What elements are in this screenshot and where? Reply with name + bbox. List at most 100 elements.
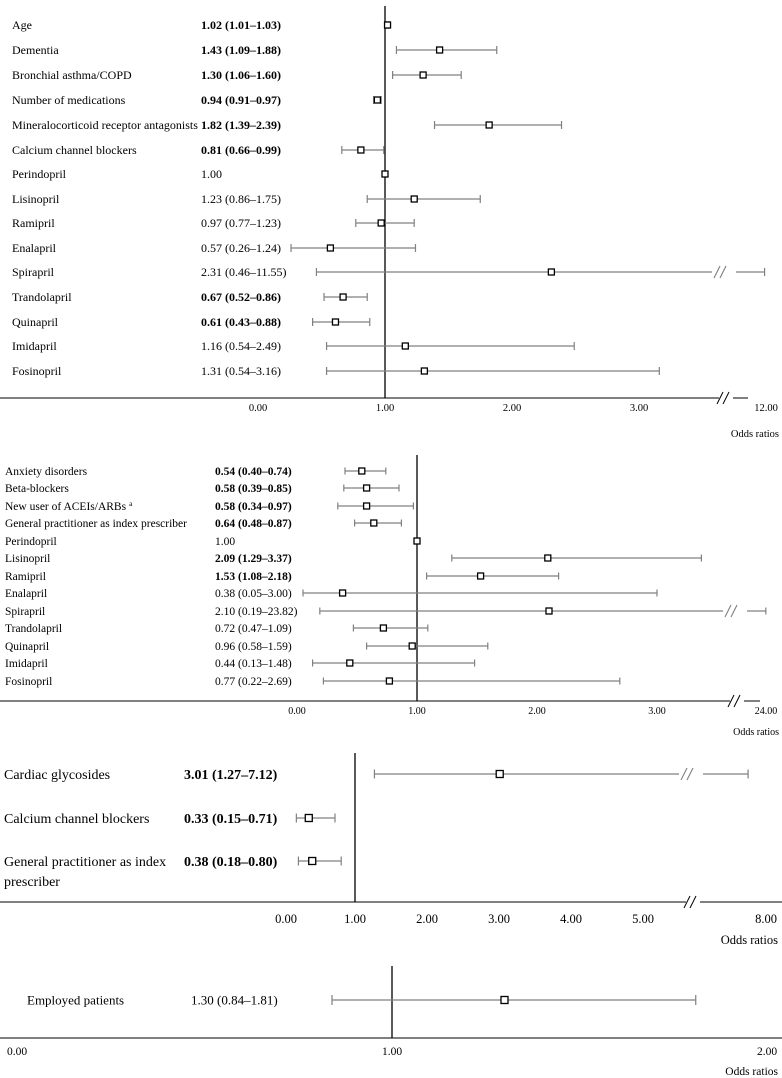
row-label: Quinapril bbox=[12, 315, 59, 329]
row-enalapril: Enalapril 0.57 (0.26–1.24) bbox=[12, 241, 417, 255]
point-estimate-marker bbox=[373, 96, 382, 104]
row-or-value: 2.10 (0.19–23.82) bbox=[215, 606, 298, 618]
axis-break-mark bbox=[722, 391, 730, 405]
row-label: Anxiety disorders bbox=[5, 466, 88, 478]
ci-break-mark bbox=[719, 265, 727, 279]
axis-break-mark bbox=[716, 391, 724, 405]
row-fosinopril: Fosinopril 1.31 (0.54–3.16) bbox=[12, 364, 660, 378]
row-or-value: 2.09 (1.29–3.37) bbox=[215, 553, 292, 565]
row-or-value: 0.94 (0.91–0.97) bbox=[201, 93, 281, 107]
row-ramipril: Ramipril 0.97 (0.77–1.23) bbox=[12, 216, 415, 230]
point-estimate-marker bbox=[544, 554, 552, 562]
row-label: Fosinopril bbox=[12, 364, 62, 378]
row-or-value: 1.82 (1.39–2.39) bbox=[201, 118, 281, 132]
tick-label: 3.00 bbox=[630, 403, 648, 414]
row-general-practitioner-as-index-prescriber: General practitioner as index prescriber… bbox=[5, 518, 402, 530]
point-estimate-marker bbox=[435, 46, 444, 54]
tick-label: 0.00 bbox=[275, 912, 297, 926]
row-or-value: 0.58 (0.39–0.85) bbox=[215, 483, 292, 495]
row-label: Enalapril bbox=[12, 241, 57, 255]
point-estimate-marker bbox=[331, 318, 340, 326]
forest-panel-4: 0.00 1.00 2.00 Odds ratios Employed patients… bbox=[0, 966, 782, 1078]
tick-label: 8.00 bbox=[755, 912, 777, 926]
row-employed-patients: Employed patients 1.30 (0.84–1.81) bbox=[27, 993, 697, 1008]
point-estimate-marker bbox=[385, 677, 394, 685]
point-estimate-marker bbox=[358, 467, 366, 475]
row-general-practitioner-as-index: General practitioner as index prescriber 0… bbox=[4, 855, 342, 890]
ci-break-mark bbox=[724, 604, 732, 618]
row-or-value: 0.67 (0.52–0.86) bbox=[201, 290, 281, 304]
row-label: Spirapril bbox=[5, 606, 45, 618]
axis-break-mark bbox=[689, 895, 697, 909]
row-or-value: 0.72 (0.47–1.09) bbox=[215, 623, 292, 635]
x-axis-title: Odds ratios bbox=[721, 933, 778, 947]
point-estimate-marker bbox=[413, 537, 421, 545]
row-label: Trandolapril bbox=[12, 290, 72, 304]
row-dementia: Dementia 1.43 (1.09–1.88) bbox=[12, 43, 498, 57]
row-or-value: 0.61 (0.43–0.88) bbox=[201, 315, 281, 329]
row-or-value: 1.31 (0.54–3.16) bbox=[201, 364, 281, 378]
point-estimate-marker bbox=[304, 813, 313, 823]
ci-break-mark bbox=[713, 265, 721, 279]
row-label: Employed patients bbox=[27, 993, 124, 1008]
point-estimate-marker bbox=[500, 995, 509, 1005]
row-spirapril: Spirapril 2.31 (0.46–11.55) bbox=[12, 265, 766, 279]
row-label: Calcium channel blockers bbox=[12, 143, 137, 157]
row-spirapril: Spirapril 2.10 (0.19–23.82) bbox=[5, 604, 767, 618]
row-perindopril: Perindopril 1.00 bbox=[5, 536, 421, 548]
point-estimate-marker bbox=[419, 71, 427, 79]
tick-label: 0.00 bbox=[249, 403, 267, 414]
row-or-value: 1.16 (0.54–2.49) bbox=[201, 339, 281, 353]
axis-break-mark bbox=[727, 694, 735, 708]
row-label: Spirapril bbox=[12, 265, 55, 279]
point-estimate-marker bbox=[410, 195, 418, 203]
point-estimate-marker bbox=[370, 519, 378, 527]
row-label: Mineralocorticoid receptor antagonists bbox=[12, 118, 198, 132]
row-quinapril: Quinapril 0.96 (0.58–1.59) bbox=[5, 641, 489, 653]
row-number-of-medications: Number of medications 0.94 (0.91–0.97) bbox=[12, 93, 382, 107]
row-label: Beta-blockers bbox=[5, 483, 69, 495]
row-quinapril: Quinapril 0.61 (0.43–0.88) bbox=[12, 315, 371, 329]
point-estimate-marker bbox=[495, 769, 504, 779]
row-or-value: 3.01 (1.27–7.12) bbox=[184, 768, 278, 783]
row-new-user-of-aceis-arbs: New user of ACEIs/ARBs a 0.58 (0.34–0.97) bbox=[5, 499, 414, 513]
row-beta-blockers: Beta-blockers 0.58 (0.39–0.85) bbox=[5, 483, 400, 495]
row-or-value: 1.30 (1.06–1.60) bbox=[201, 68, 281, 82]
row-or-value: 1.00 bbox=[215, 536, 235, 548]
row-lisinopril: Lisinopril 1.23 (0.86–1.75) bbox=[12, 192, 481, 206]
row-label: New user of ACEIs/ARBs a bbox=[5, 499, 133, 513]
point-estimate-marker bbox=[357, 146, 365, 154]
row-label: Number of medications bbox=[12, 93, 126, 107]
row-enalapril: Enalapril 0.38 (0.05–3.00) bbox=[5, 588, 658, 600]
point-estimate-marker bbox=[379, 624, 388, 632]
tick-label: 4.00 bbox=[560, 912, 582, 926]
row-or-value: 0.33 (0.15–0.71) bbox=[184, 812, 278, 827]
x-axis-title: Odds ratios bbox=[725, 1066, 778, 1078]
row-label: General practitioner as index bbox=[4, 855, 166, 870]
row-or-value: 1.00 bbox=[201, 167, 222, 181]
row-label-line2: prescriber bbox=[4, 875, 60, 890]
row-or-value: 0.57 (0.26–1.24) bbox=[201, 241, 281, 255]
point-estimate-marker bbox=[362, 502, 371, 510]
row-or-value: 0.58 (0.34–0.97) bbox=[215, 501, 292, 513]
row-or-value: 0.54 (0.40–0.74) bbox=[215, 466, 292, 478]
row-mineralocorticoid-receptor-antagonists: Mineralocorticoid receptor antagonists 1.… bbox=[12, 118, 563, 132]
row-bronchial-asthma-copd: Bronchial asthma/COPD 1.30 (1.06–1.60) bbox=[12, 68, 462, 82]
row-label: Dementia bbox=[12, 43, 59, 57]
tick-label: 0.00 bbox=[7, 1046, 27, 1058]
point-estimate-marker bbox=[547, 268, 556, 276]
point-estimate-marker bbox=[545, 607, 553, 615]
x-axis-title: Odds ratios bbox=[731, 429, 779, 440]
point-estimate-marker bbox=[308, 856, 317, 866]
row-or-value: 0.77 (0.22–2.69) bbox=[215, 676, 292, 688]
row-or-value: 1.30 (0.84–1.81) bbox=[191, 993, 278, 1008]
row-calcium-channel-blockers: Calcium channel blockers 0.81 (0.66–0.99) bbox=[12, 143, 385, 157]
ci-break-mark bbox=[686, 767, 694, 781]
row-or-value: 0.81 (0.66–0.99) bbox=[201, 143, 281, 157]
tick-label: 1.00 bbox=[376, 403, 394, 414]
point-estimate-marker bbox=[362, 484, 371, 492]
tick-label: 0.00 bbox=[288, 706, 306, 717]
ci-break-mark bbox=[730, 604, 738, 618]
point-estimate-marker bbox=[383, 21, 392, 29]
